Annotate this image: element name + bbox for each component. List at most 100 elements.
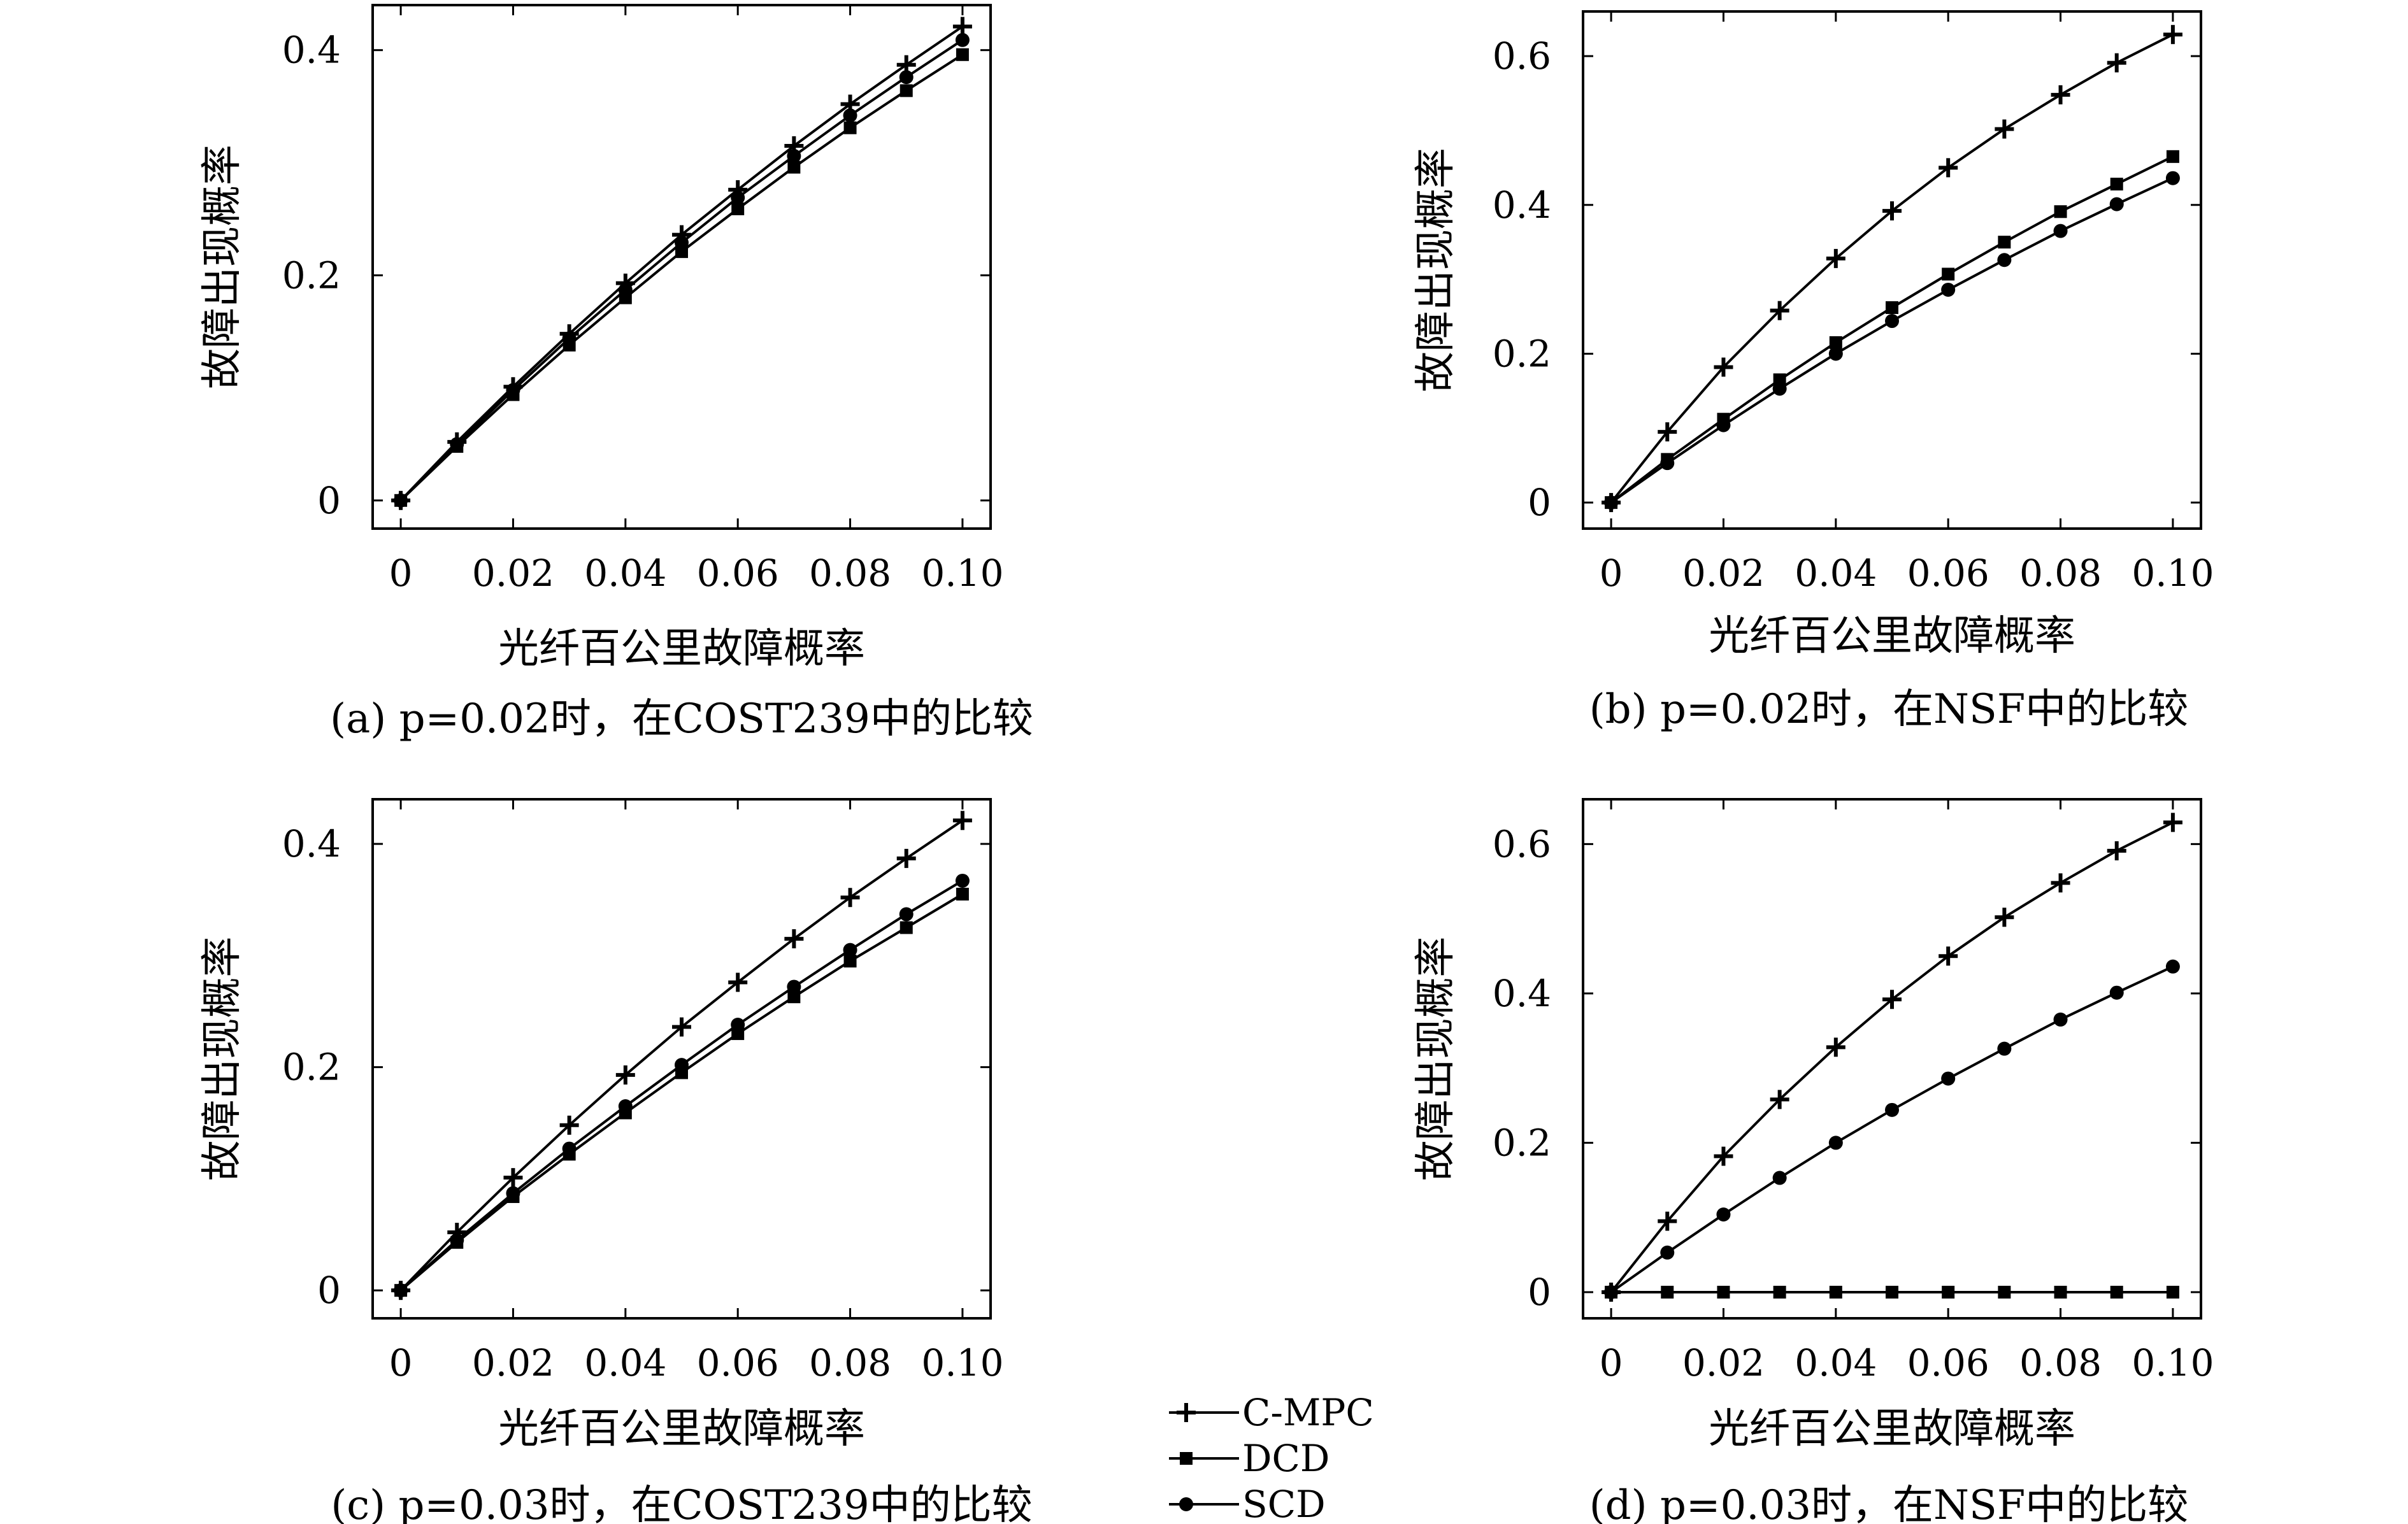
y-tick-label: 0.4 bbox=[282, 822, 341, 865]
point-dcd bbox=[2110, 178, 2123, 191]
point-scd bbox=[450, 1233, 464, 1248]
x-tick-label: 0 bbox=[389, 552, 413, 595]
x-tick-label: 0.08 bbox=[2019, 552, 2102, 595]
point-c-mpc bbox=[2163, 25, 2182, 45]
point-dcd bbox=[1829, 1285, 1842, 1299]
x-tick-label: 0.06 bbox=[697, 1341, 779, 1385]
point-dcd bbox=[1998, 236, 2011, 249]
x-tick-label: 0.08 bbox=[809, 552, 891, 595]
series-line-scd bbox=[1610, 965, 2174, 1293]
y-tick-label: 0.4 bbox=[282, 29, 341, 72]
point-scd bbox=[899, 907, 914, 922]
legend-label: DCD bbox=[1242, 1437, 1329, 1480]
x-tick-label: 0.04 bbox=[1795, 1341, 1877, 1385]
y-tick-label: 0.2 bbox=[282, 253, 341, 297]
point-scd bbox=[1660, 1245, 1675, 1260]
chart-caption: (c) p=0.03时，在COST239中的比较 bbox=[331, 1482, 1032, 1524]
point-dcd bbox=[1717, 1285, 1730, 1299]
x-tick-label: 0 bbox=[389, 1341, 413, 1385]
legend-marker bbox=[1179, 1497, 1193, 1511]
point-c-mpc bbox=[1658, 422, 1677, 442]
y-tick-label: 0.6 bbox=[1493, 34, 1551, 78]
point-c-mpc bbox=[728, 972, 748, 992]
point-scd bbox=[955, 873, 970, 888]
point-scd bbox=[2165, 171, 2180, 185]
point-c-mpc bbox=[1770, 1090, 1789, 1109]
legend-item-c-mpc: C-MPC bbox=[1169, 1391, 1374, 1434]
x-tick-label: 0.06 bbox=[697, 552, 779, 595]
chart-d: 0 0.02 0.04 0.06 0.08 0.10 0 0.2 0.4 0.6 光纤百公里故障概率… bbox=[1412, 798, 2214, 1524]
point-c-mpc bbox=[952, 811, 972, 830]
y-tick-label: 0.2 bbox=[1493, 1121, 1551, 1164]
legend-label: SCD bbox=[1242, 1483, 1326, 1524]
point-dcd bbox=[787, 160, 801, 174]
y-tick-label: 0.6 bbox=[1493, 822, 1551, 865]
plot-frame bbox=[1582, 10, 2202, 530]
series-dcd bbox=[1605, 1285, 2179, 1299]
point-scd bbox=[1997, 253, 2012, 267]
point-scd bbox=[955, 32, 970, 47]
point-c-mpc bbox=[1939, 158, 1958, 178]
series-dcd bbox=[394, 48, 969, 507]
point-scd bbox=[1885, 314, 1899, 329]
point-c-mpc bbox=[1714, 357, 1733, 377]
series-scd bbox=[394, 32, 970, 508]
point-scd bbox=[562, 331, 577, 346]
x-tick-label: 0.02 bbox=[1682, 1341, 1765, 1385]
x-tick-label: 0.06 bbox=[1907, 552, 1989, 595]
x-axis-label: 光纤百公里故障概率 bbox=[498, 1406, 865, 1453]
point-scd bbox=[1716, 418, 1731, 432]
point-dcd bbox=[1998, 1285, 2011, 1299]
chart-b: 0 0.02 0.04 0.06 0.08 0.10 0 0.2 0.4 0.6 光纤百公里故障概率… bbox=[1412, 10, 2214, 733]
point-dcd bbox=[1886, 301, 1898, 315]
point-scd bbox=[1716, 1207, 1731, 1221]
y-axis-label: 故障出现概率 bbox=[1412, 937, 1459, 1181]
point-scd bbox=[394, 493, 408, 508]
point-dcd bbox=[899, 84, 913, 97]
point-dcd bbox=[899, 921, 913, 934]
y-axis-label: 故障出现概率 bbox=[1412, 148, 1459, 392]
series-line-c-mpc bbox=[1610, 821, 2174, 1293]
point-scd bbox=[787, 148, 801, 163]
x-tick-label: 0.10 bbox=[921, 552, 1003, 595]
series-c-mpc bbox=[1602, 25, 2182, 513]
plot-frame bbox=[371, 798, 992, 1320]
point-dcd bbox=[1829, 336, 1842, 349]
point-c-mpc bbox=[559, 1115, 579, 1135]
point-c-mpc bbox=[1882, 990, 1902, 1009]
y-axis-label: 故障出现概率 bbox=[199, 937, 246, 1181]
x-tick-label: 0.04 bbox=[584, 552, 666, 595]
point-c-mpc bbox=[1995, 119, 2014, 139]
point-c-mpc bbox=[784, 929, 804, 949]
point-scd bbox=[1772, 1171, 1787, 1185]
point-scd bbox=[1660, 456, 1675, 471]
point-c-mpc bbox=[615, 1065, 635, 1085]
point-scd bbox=[899, 70, 914, 85]
legend-label: C-MPC bbox=[1242, 1391, 1374, 1434]
series-line-scd bbox=[399, 880, 963, 1292]
point-dcd bbox=[1773, 1285, 1786, 1299]
chart-c: 0 0.02 0.04 0.06 0.08 0.10 0 0.2 0.4 光纤百公里故障概率 故障出… bbox=[199, 798, 1033, 1524]
series-line-scd bbox=[1610, 176, 2174, 504]
point-dcd bbox=[1942, 1285, 1955, 1299]
point-scd bbox=[2109, 985, 2124, 1000]
x-tick-label: 0.02 bbox=[472, 1341, 554, 1385]
point-c-mpc bbox=[1826, 248, 1845, 268]
point-scd bbox=[506, 1186, 520, 1200]
series-scd bbox=[1604, 171, 2180, 510]
x-axis-label: 光纤百公里故障概率 bbox=[1709, 1406, 2075, 1453]
point-c-mpc bbox=[503, 1168, 523, 1188]
point-scd bbox=[2109, 197, 2124, 211]
series-line-dcd bbox=[399, 53, 963, 502]
point-scd bbox=[843, 943, 857, 957]
point-scd bbox=[562, 1141, 577, 1156]
point-scd bbox=[1885, 1102, 1899, 1117]
point-scd bbox=[450, 437, 464, 452]
point-scd bbox=[1941, 282, 1956, 297]
plot-frame bbox=[1582, 798, 2202, 1320]
y-tick-label: 0 bbox=[1528, 481, 1551, 524]
point-dcd bbox=[956, 887, 969, 901]
point-c-mpc bbox=[1714, 1146, 1733, 1166]
point-scd bbox=[1828, 346, 1843, 361]
